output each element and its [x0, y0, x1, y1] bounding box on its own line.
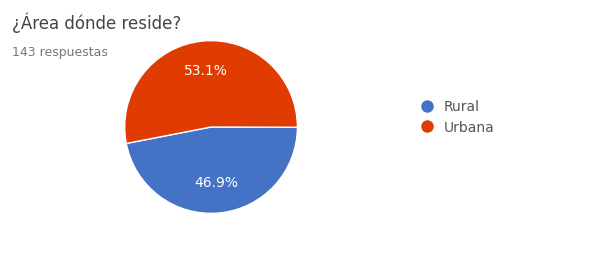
Wedge shape — [126, 127, 297, 213]
Text: ¿Área dónde reside?: ¿Área dónde reside? — [12, 13, 182, 33]
Wedge shape — [125, 41, 297, 144]
Text: 53.1%: 53.1% — [184, 64, 228, 78]
Text: 46.9%: 46.9% — [194, 176, 238, 190]
Text: 143 respuestas: 143 respuestas — [12, 46, 108, 59]
Legend: Rural, Urbana: Rural, Urbana — [417, 96, 498, 139]
